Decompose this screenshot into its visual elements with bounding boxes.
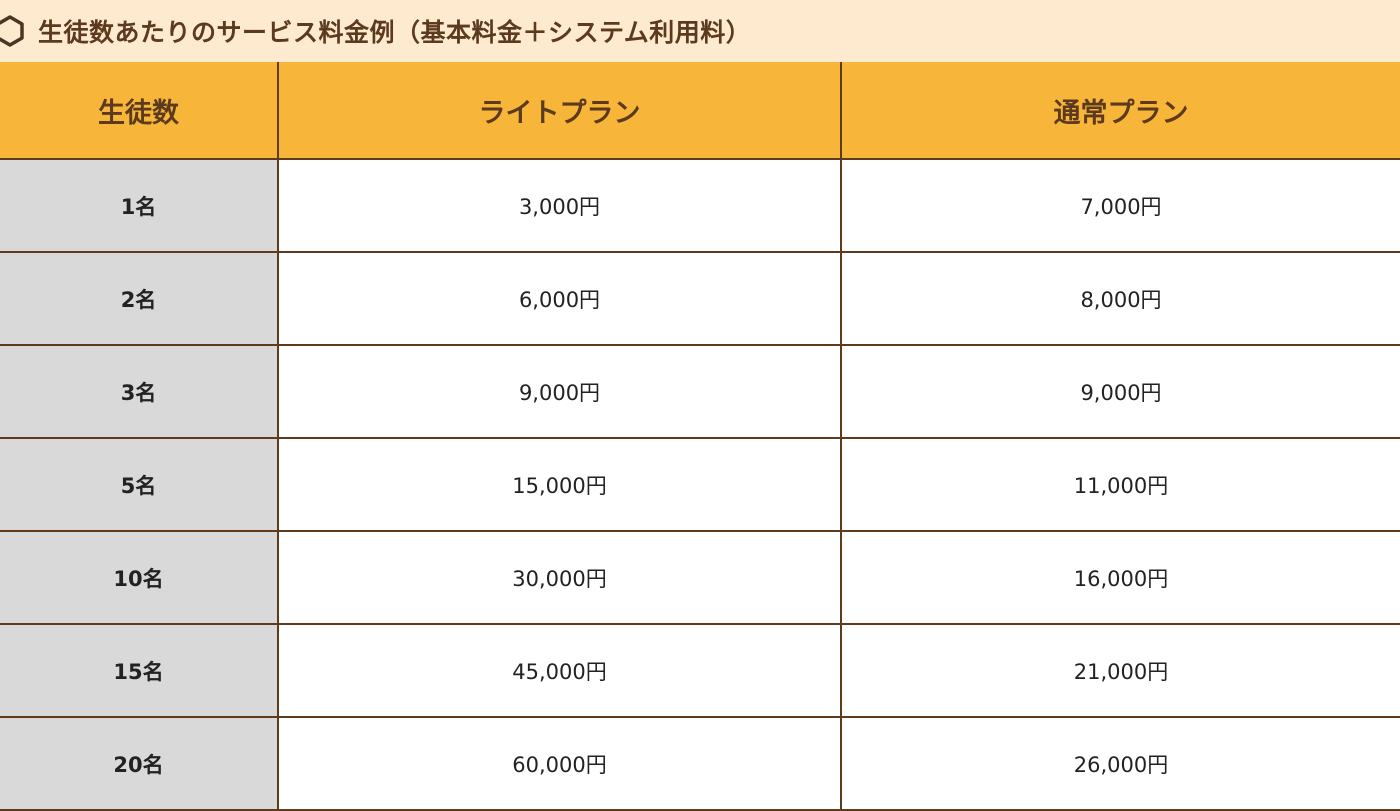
table-row: 3名 9,000円 9,000円	[0, 344, 1400, 439]
table-row: 1名 3,000円 7,000円	[0, 158, 1400, 253]
section-title: 生徒数あたりのサービス料金例（基本料金＋システム利用料）	[38, 18, 752, 47]
light-plan-price: 15,000円	[277, 437, 842, 532]
hexagon-icon	[0, 13, 30, 49]
standard-plan-price: 11,000円	[840, 437, 1400, 532]
standard-plan-price: 16,000円	[840, 530, 1400, 625]
section-title-bar: 生徒数あたりのサービス料金例（基本料金＋システム利用料）	[0, 0, 1400, 62]
light-plan-price: 30,000円	[277, 530, 842, 625]
table-header-row: 生徒数 ライトプラン 通常プラン	[0, 62, 1400, 160]
student-count-cell: 3名	[0, 344, 279, 439]
standard-plan-price: 8,000円	[840, 251, 1400, 346]
light-plan-price: 60,000円	[277, 716, 842, 811]
light-plan-price: 6,000円	[277, 251, 842, 346]
standard-plan-price: 9,000円	[840, 344, 1400, 439]
student-count-cell: 2名	[0, 251, 279, 346]
table-row: 5名 15,000円 11,000円	[0, 437, 1400, 532]
header-light-plan: ライトプラン	[277, 62, 842, 160]
light-plan-price: 3,000円	[277, 158, 842, 253]
student-count-cell: 1名	[0, 158, 279, 253]
student-count-cell: 20名	[0, 716, 279, 811]
standard-plan-price: 21,000円	[840, 623, 1400, 718]
student-count-cell: 10名	[0, 530, 279, 625]
pricing-table: 生徒数 ライトプラン 通常プラン 1名 3,000円 7,000円 2名 6,0…	[0, 62, 1400, 811]
table-row: 2名 6,000円 8,000円	[0, 251, 1400, 346]
light-plan-price: 45,000円	[277, 623, 842, 718]
standard-plan-price: 26,000円	[840, 716, 1400, 811]
light-plan-price: 9,000円	[277, 344, 842, 439]
table-row: 15名 45,000円 21,000円	[0, 623, 1400, 718]
header-students: 生徒数	[0, 62, 279, 160]
table-row: 20名 60,000円 26,000円	[0, 716, 1400, 811]
student-count-cell: 5名	[0, 437, 279, 532]
standard-plan-price: 7,000円	[840, 158, 1400, 253]
student-count-cell: 15名	[0, 623, 279, 718]
table-row: 10名 30,000円 16,000円	[0, 530, 1400, 625]
header-standard-plan: 通常プラン	[840, 62, 1400, 160]
